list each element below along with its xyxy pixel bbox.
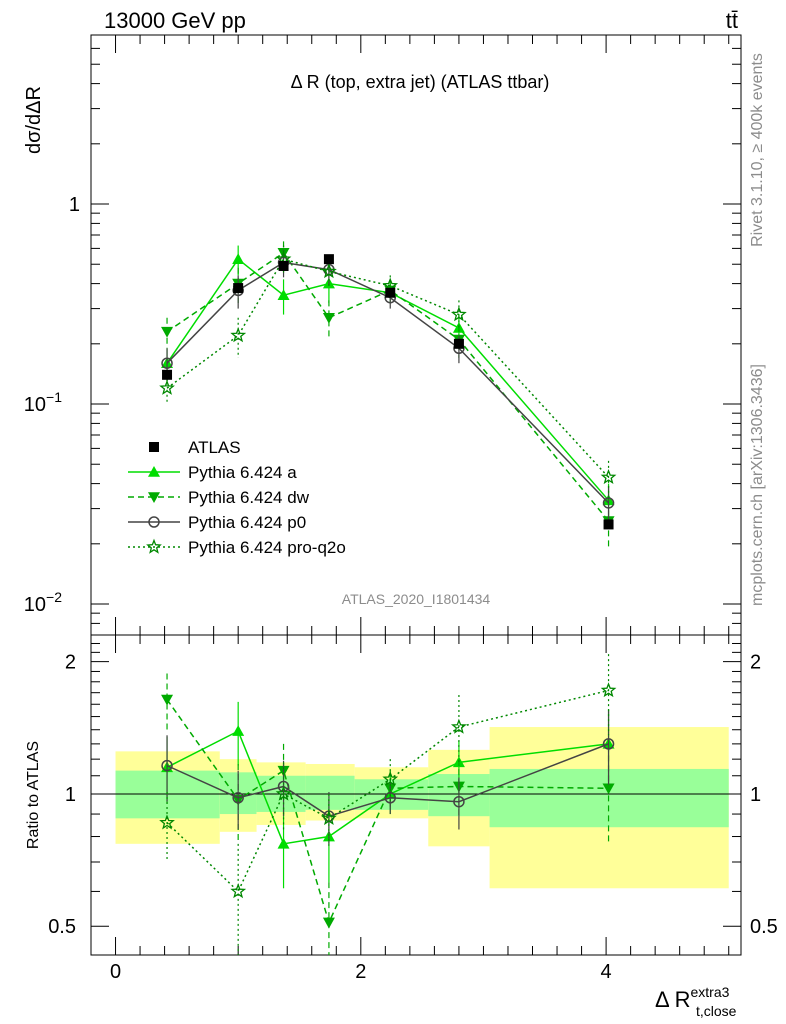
data-point-ratio <box>275 785 292 801</box>
atlas-data-point <box>323 254 334 265</box>
legend-marker <box>146 538 162 554</box>
legend-item: Pythia 6.424 p0 <box>128 513 306 532</box>
data-point-main <box>320 263 337 279</box>
legend-item: ATLAS <box>149 438 241 457</box>
energy-label: 13000 GeV pp <box>104 8 246 33</box>
data-point-ratio <box>600 682 617 698</box>
y-tick-label-ratio: 1 <box>65 784 76 806</box>
y-tick-label-ratio-right: 0.5 <box>750 916 778 938</box>
axes-ticks: 1 10−1 10−2 2 2 1 1 0.5 0.5 0 2 4 <box>24 34 778 983</box>
data-point-main <box>450 306 467 322</box>
atlas-data-point <box>603 519 614 530</box>
x-tick-label: 2 <box>355 961 366 983</box>
y-tick-label-ratio-right: 2 <box>750 652 761 674</box>
legend-marker <box>148 516 160 528</box>
data-point-ratio <box>232 792 244 804</box>
atlas-data-point <box>278 260 289 271</box>
x-axis-title-subscript: t,close <box>696 1003 737 1019</box>
data-point-ratio <box>602 783 615 795</box>
data-point-ratio <box>159 814 175 830</box>
band-inner-bin <box>115 770 220 819</box>
series-line-main <box>166 258 610 478</box>
series-pythia_pro_q2o <box>159 245 617 955</box>
data-point-main <box>602 497 615 509</box>
data-point-main <box>159 379 175 395</box>
data-point-ratio <box>602 738 615 750</box>
legend-item: Pythia 6.424 dw <box>128 488 310 507</box>
data-point-main <box>161 326 174 338</box>
legend: ATLAS Pythia 6.424 a Pythia 6.424 dw Pythia… <box>128 438 346 557</box>
atlas-data-point <box>385 287 396 298</box>
x-tick-label: 4 <box>601 961 612 983</box>
legend-label: Pythia 6.424 p0 <box>188 513 306 532</box>
x-axis-title: Δ Rextra3 <box>655 984 730 1012</box>
process-label: tt̄ <box>726 8 738 33</box>
y-tick-label-main: 10−2 <box>24 589 62 616</box>
data-point-ratio <box>277 837 290 849</box>
y-tick-label-main: 10−1 <box>24 389 62 416</box>
legend-marker <box>148 466 160 477</box>
y-axis-title-main: dσ/dΔR <box>23 86 45 154</box>
y-tick-label-main: 1 <box>69 194 80 216</box>
band-inner-bin <box>489 768 729 828</box>
data-point-ratio <box>161 694 174 706</box>
legend-marker <box>148 492 160 503</box>
atlas-data-point <box>162 369 173 380</box>
legend-item: Pythia 6.424 pro-q2o <box>128 538 346 557</box>
band-inner-bin <box>305 775 355 810</box>
data-point-main <box>161 357 173 369</box>
data-point-ratio <box>232 725 245 736</box>
data-point-ratio <box>384 792 396 804</box>
legend-label: Pythia 6.424 a <box>188 463 297 482</box>
ratio-panel-frame <box>90 634 742 956</box>
atlas-data-point <box>453 338 464 349</box>
legend-label: ATLAS <box>188 438 241 457</box>
plot-title: Δ R (top, extra jet) (ATLAS ttbar) <box>291 72 550 92</box>
mcplots-label: mcplots.cern.ch [arXiv:1306.3436] <box>749 364 766 606</box>
legend-marker <box>149 442 159 452</box>
data-point-ratio <box>382 771 399 786</box>
data-point-main <box>322 312 335 324</box>
atlas-data-point <box>233 283 244 294</box>
series-atlas <box>162 254 614 530</box>
series-layer <box>159 241 617 955</box>
analysis-id: ATLAS_2020_I1801434 <box>342 591 491 607</box>
data-point-main <box>230 327 247 343</box>
legend-label: Pythia 6.424 dw <box>188 488 310 507</box>
ratio-uncertainty-bands <box>91 727 741 889</box>
data-point-ratio <box>277 780 290 793</box>
data-point-ratio <box>320 809 337 826</box>
data-point-ratio <box>230 883 247 899</box>
data-point-main <box>277 289 290 301</box>
y-tick-label-ratio-right: 1 <box>750 784 761 806</box>
data-point-main <box>232 253 245 264</box>
y-tick-label-ratio: 2 <box>65 652 76 674</box>
x-tick-label: 0 <box>110 961 121 983</box>
rivet-label: Rivet 3.1.10, ≥ 400k events <box>749 53 766 247</box>
series-line-ratio <box>166 689 609 893</box>
data-point-ratio <box>322 917 335 929</box>
legend-item: Pythia 6.424 a <box>128 463 297 482</box>
y-tick-label-ratio: 0.5 <box>48 916 76 938</box>
data-point-main <box>600 468 617 485</box>
data-point-ratio <box>450 718 467 734</box>
legend-label: Pythia 6.424 pro-q2o <box>188 538 346 557</box>
data-point-ratio <box>161 759 173 772</box>
y-axis-title-ratio: Ratio to ATLAS <box>25 741 42 849</box>
data-point-ratio <box>453 795 465 808</box>
